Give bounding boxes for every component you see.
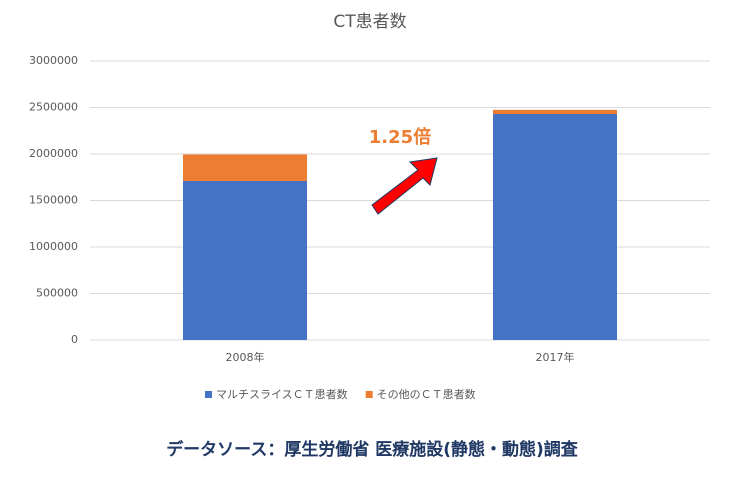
- legend-label: その他のＣＴ患者数: [377, 388, 476, 401]
- source-note: データソース：厚生労働省 医療施設(静態・動態)調査: [166, 439, 579, 460]
- x-tick-label: 2008年: [226, 350, 265, 364]
- y-tick-label: 0: [71, 333, 78, 346]
- chart-title: CT患者数: [333, 12, 406, 32]
- y-tick-label: 500000: [36, 287, 78, 300]
- legend-label: マルチスライスＣＴ患者数: [216, 388, 348, 401]
- y-tick-label: 2500000: [29, 101, 78, 114]
- x-tick-label: 2017年: [536, 350, 575, 364]
- annotation: 1.25倍: [369, 126, 431, 148]
- legend-swatch: [205, 391, 212, 398]
- y-tick-label: 2000000: [29, 147, 78, 160]
- y-tick-label: 1500000: [29, 194, 78, 207]
- y-tick-label: 3000000: [29, 54, 78, 67]
- bar-segment: [183, 154, 307, 181]
- legend-swatch: [365, 391, 373, 398]
- arrow: [371, 157, 438, 215]
- y-tick-label: 1000000: [29, 240, 78, 253]
- bar-segment: [183, 180, 307, 340]
- bar-segment: [493, 109, 617, 115]
- bar-segment: [493, 114, 617, 340]
